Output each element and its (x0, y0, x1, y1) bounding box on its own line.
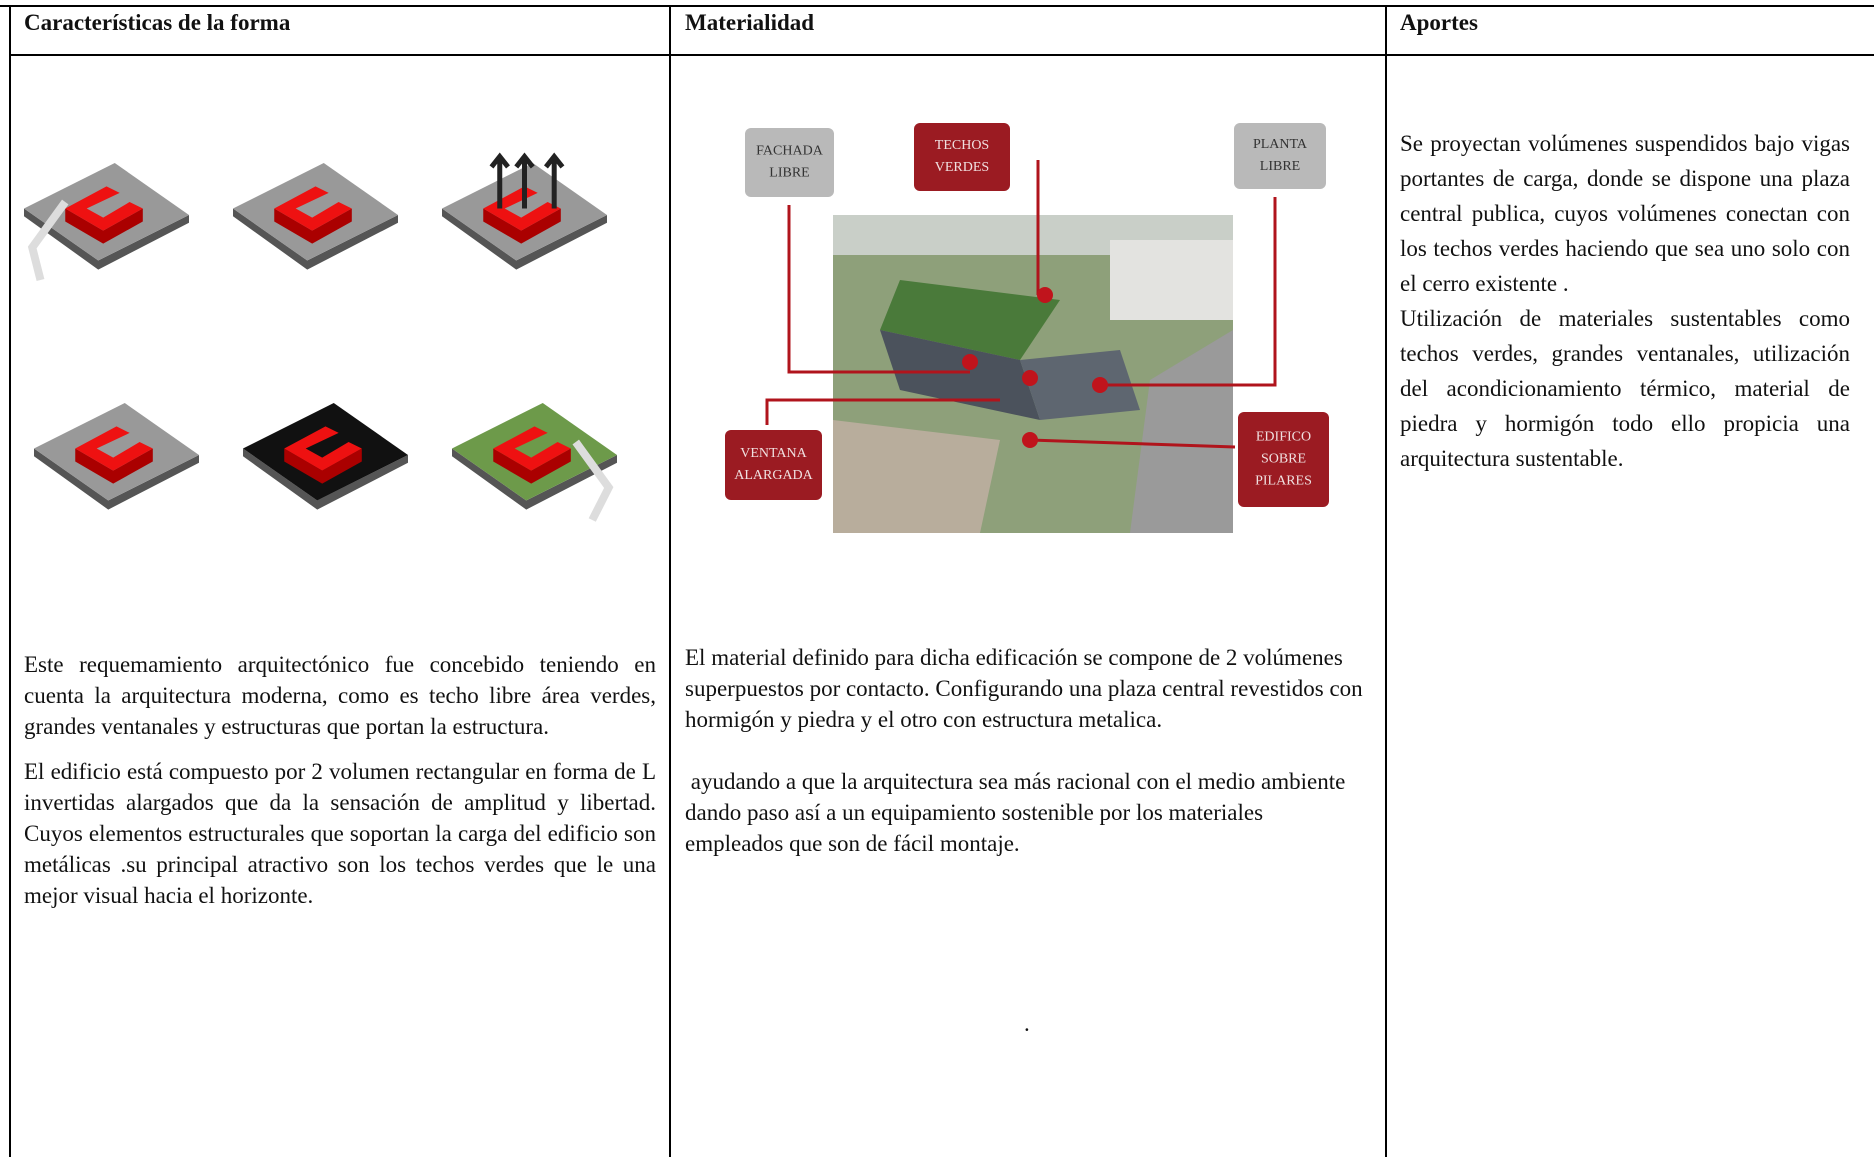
volume-side (493, 448, 571, 484)
plate (243, 403, 408, 501)
header-cell: Características de la forma (24, 10, 291, 35)
label-text: LIBRE (769, 166, 809, 181)
arrow (514, 152, 535, 209)
header-cell: Materialidad (685, 10, 815, 35)
label-text: EDIFICO (1256, 430, 1311, 445)
volume-side (284, 448, 362, 484)
callout-line (1029, 438, 1236, 449)
building (1020, 350, 1140, 420)
volume (65, 186, 143, 231)
plate-side (442, 208, 607, 270)
label-text: PILARES (1255, 474, 1312, 489)
dot (962, 354, 978, 370)
footnote: . (1024, 1011, 1030, 1036)
plate (442, 163, 607, 261)
street (1130, 330, 1233, 533)
label-text: VERDES (935, 160, 989, 175)
label-text: VENTANA (740, 446, 807, 461)
header-cell: Aportes (1400, 10, 1478, 35)
label-box (914, 123, 1010, 191)
dot (1022, 370, 1038, 386)
plate-side (34, 448, 199, 510)
volume-side (274, 208, 352, 244)
label-box (725, 430, 822, 500)
volume (284, 426, 362, 471)
building-photo (833, 215, 1233, 533)
cell-text: Este requemamiento arquitectónico fue co… (24, 649, 656, 925)
label-text: PLANTA (1253, 137, 1308, 152)
plate (34, 403, 199, 501)
building (880, 330, 1040, 420)
callout-dots (962, 287, 1108, 448)
cell-text: El material definido para dicha edificac… (685, 642, 1365, 873)
label-box (1234, 123, 1326, 189)
label-box (745, 128, 834, 197)
volume-side (483, 208, 561, 244)
plate-side (24, 208, 189, 270)
path-line (572, 439, 614, 522)
plate-side (452, 448, 617, 510)
form-diagrams (24, 152, 617, 522)
plaza (833, 420, 1000, 533)
apartments (1110, 240, 1233, 320)
diagram-labels: FACHADA LIBRE TECHOS VERDES PLANTA LIBRE VENTA… (725, 123, 1329, 507)
volume (75, 426, 153, 471)
volume-side (75, 448, 153, 484)
arrow (489, 152, 510, 209)
label-text: TECHOS (935, 138, 989, 153)
paragraph: Se proyectan volúmenes suspendidos bajo … (1400, 131, 1850, 296)
table-borders (0, 5, 1874, 1157)
dot (1092, 377, 1108, 393)
plate-side (233, 208, 398, 270)
green-roof (880, 280, 1060, 360)
paragraph: Utilización de materiales sustentables c… (1400, 306, 1850, 471)
paragraph: El material definido para dicha edificac… (685, 645, 1363, 732)
callouts (765, 160, 1277, 449)
dot (1037, 287, 1053, 303)
label-text: LIBRE (1260, 159, 1300, 174)
volume-side (65, 208, 143, 244)
plate-side (243, 448, 408, 510)
label-text: ALARGADA (734, 468, 813, 483)
label-box (1238, 412, 1329, 507)
paragraph: El edificio está compuesto por 2 volumen… (24, 759, 656, 908)
arrow (543, 152, 565, 209)
plate (24, 163, 189, 261)
volume (483, 186, 561, 231)
cell-text: Se proyectan volúmenes suspendidos bajo … (1400, 126, 1850, 476)
plate (233, 163, 398, 261)
callout-line (787, 205, 970, 374)
paragraph: ayudando a que la arquitectura sea más r… (685, 769, 1352, 856)
path-line (27, 199, 69, 281)
plate (452, 403, 617, 501)
volume (274, 186, 352, 231)
callout-line (1100, 197, 1277, 387)
dot (1022, 432, 1038, 448)
label-text: FACHADA (756, 144, 824, 159)
label-text: SOBRE (1261, 452, 1306, 467)
paragraph: Este requemamiento arquitectónico fue co… (24, 652, 656, 739)
volume (493, 426, 571, 471)
callout-line (765, 398, 1000, 425)
